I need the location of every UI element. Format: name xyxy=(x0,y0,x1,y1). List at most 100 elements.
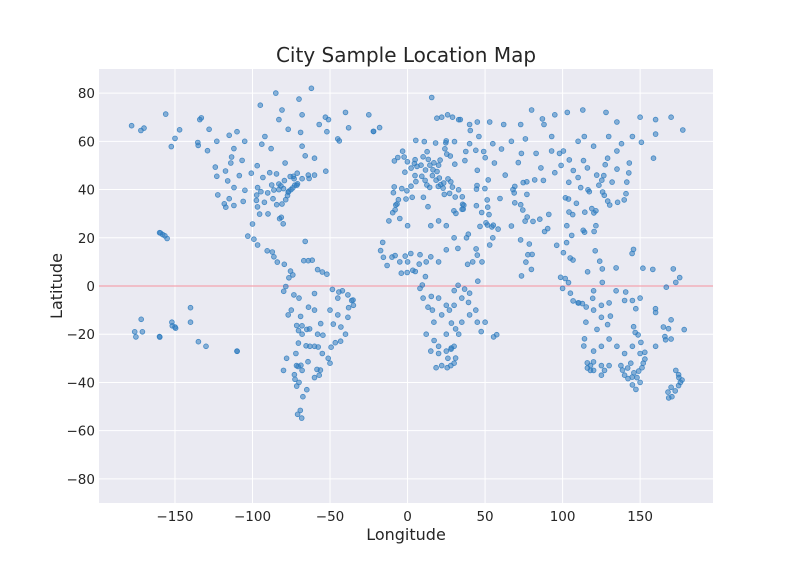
city-point xyxy=(451,302,457,309)
y-tick-label: 0 xyxy=(86,279,95,295)
city-point xyxy=(580,157,587,164)
city-point xyxy=(652,131,659,137)
city-point xyxy=(621,297,628,304)
city-point xyxy=(228,154,235,160)
city-point xyxy=(376,124,383,131)
x-axis-label: Longitude xyxy=(366,525,446,544)
city-point xyxy=(614,119,620,125)
city-point xyxy=(297,313,304,320)
city-point xyxy=(560,249,567,256)
city-point xyxy=(621,350,628,357)
city-point xyxy=(242,187,248,194)
city-point xyxy=(649,266,656,273)
city-point xyxy=(472,147,479,154)
city-point xyxy=(598,177,605,184)
city-point xyxy=(631,369,637,376)
city-point xyxy=(295,340,302,346)
city-point xyxy=(390,189,397,196)
city-point xyxy=(662,333,668,340)
city-point xyxy=(139,328,146,335)
city-point xyxy=(330,321,337,327)
city-point xyxy=(305,172,312,178)
city-point xyxy=(195,338,202,345)
city-point xyxy=(283,355,290,362)
city-point xyxy=(408,165,414,171)
city-point xyxy=(408,183,414,190)
city-point xyxy=(583,319,589,326)
city-point xyxy=(603,109,609,116)
city-point xyxy=(482,319,488,326)
city-point xyxy=(621,372,628,379)
city-point xyxy=(391,158,398,164)
city-point xyxy=(297,129,304,136)
city-point xyxy=(234,348,240,354)
city-point xyxy=(254,184,261,191)
city-point xyxy=(231,145,237,152)
city-point xyxy=(338,324,344,330)
city-point xyxy=(345,304,352,311)
city-point xyxy=(413,178,419,185)
y-tick-label: 20 xyxy=(78,231,95,247)
city-point xyxy=(570,167,577,174)
city-point xyxy=(478,328,485,335)
city-point xyxy=(272,90,279,96)
city-point xyxy=(500,121,507,128)
city-point xyxy=(477,223,483,230)
city-point xyxy=(663,284,670,291)
city-point xyxy=(422,177,428,184)
city-point xyxy=(613,287,619,294)
city-point xyxy=(520,179,526,186)
city-point xyxy=(156,229,163,236)
city-point xyxy=(240,198,247,205)
city-point xyxy=(622,289,629,295)
city-point xyxy=(474,278,481,285)
city-point xyxy=(523,259,529,265)
city-point xyxy=(598,343,605,350)
city-point xyxy=(299,112,305,118)
city-point xyxy=(510,186,516,193)
city-point xyxy=(299,175,305,182)
city-point xyxy=(442,140,449,146)
city-point xyxy=(427,162,433,169)
city-point xyxy=(581,335,588,342)
city-point xyxy=(273,201,280,208)
city-point xyxy=(590,143,597,150)
city-point xyxy=(446,190,453,197)
city-point xyxy=(640,265,646,272)
city-point xyxy=(264,190,271,196)
city-point xyxy=(672,279,679,286)
city-point xyxy=(206,126,212,133)
city-point xyxy=(614,343,620,350)
city-point xyxy=(311,155,318,162)
city-point xyxy=(605,133,612,140)
city-point xyxy=(606,202,613,208)
city-point xyxy=(384,262,390,269)
city-point xyxy=(573,200,580,207)
city-point xyxy=(299,331,305,338)
city-point xyxy=(604,321,611,328)
city-point xyxy=(402,169,408,176)
city-point xyxy=(311,290,318,297)
city-point xyxy=(386,218,392,224)
city-point xyxy=(409,194,416,201)
city-point xyxy=(584,365,591,371)
city-point xyxy=(258,141,265,148)
city-point xyxy=(402,253,409,259)
city-point xyxy=(599,189,606,195)
city-point xyxy=(282,283,289,290)
city-point xyxy=(458,295,465,301)
city-point xyxy=(629,382,636,388)
city-point xyxy=(311,307,318,313)
city-point xyxy=(596,258,603,265)
city-point xyxy=(614,166,620,172)
city-point xyxy=(428,293,435,300)
city-point xyxy=(451,343,457,350)
city-point xyxy=(451,235,457,241)
city-point xyxy=(551,112,558,118)
city-point xyxy=(285,312,292,318)
city-point xyxy=(558,162,564,169)
city-point xyxy=(215,192,221,198)
x-tick-label: 100 xyxy=(550,509,576,525)
city-point xyxy=(606,362,612,369)
city-point xyxy=(291,292,297,298)
